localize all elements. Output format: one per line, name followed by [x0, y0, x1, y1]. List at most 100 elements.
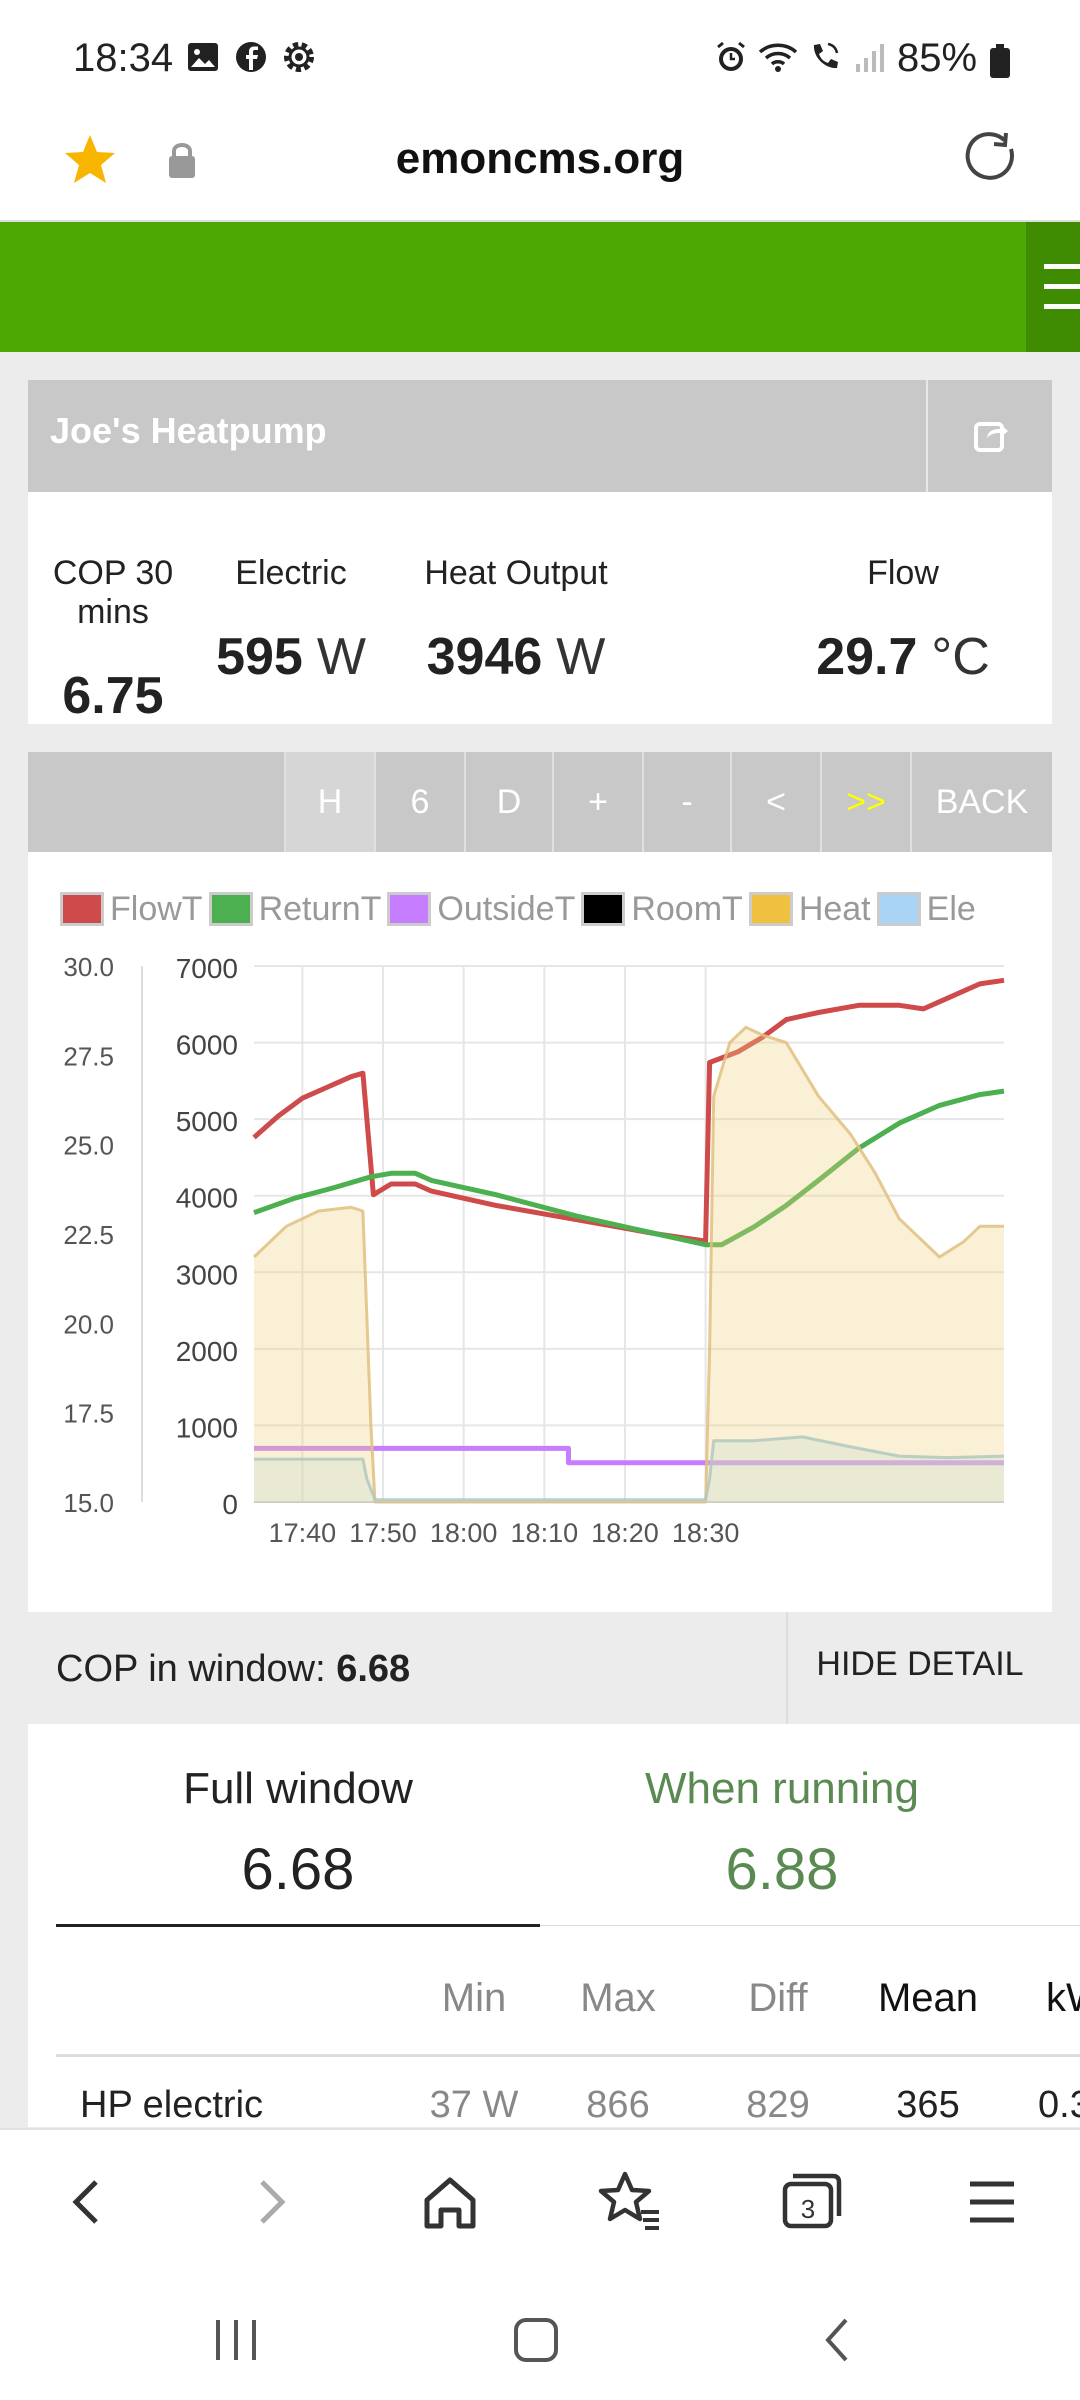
x-tick-label: 17:50 [349, 1518, 417, 1548]
legend-item-roomt[interactable]: RoomT [581, 890, 743, 929]
table-header-divider [56, 2054, 1080, 2057]
home-icon[interactable] [405, 2160, 495, 2244]
url-text[interactable]: emoncms.org [395, 134, 685, 183]
system-status-icons [714, 40, 886, 74]
tab-when-running[interactable]: When running [645, 1764, 919, 1813]
alarm-icon [717, 41, 745, 71]
bookmarks-icon[interactable] [585, 2160, 675, 2244]
zoom-out-button[interactable]: - [642, 752, 730, 852]
status-bar: 18:34 85% [0, 0, 1080, 110]
y-right-tick-label: 1000 [176, 1412, 238, 1443]
legend-swatch [748, 892, 793, 926]
share-icon [974, 422, 1008, 452]
clock: 18:34 [73, 36, 174, 80]
legend-label: Ele [926, 890, 976, 928]
heatpump-chart[interactable]: 7000 6000 5000 4000 3000 2000 1000 0 30.0 27.5 25.… [28, 852, 1052, 1612]
day-button[interactable]: D [464, 752, 552, 852]
page-content: Joe's Heatpump COP 30 mins 6.75 Electric… [0, 352, 1080, 2127]
system-back-icon[interactable] [808, 2312, 868, 2368]
stat-heat-label: Heat Output [424, 554, 608, 592]
browser-bottom-nav: 3 [0, 2128, 1080, 2272]
six-hours-button[interactable]: 6 [374, 752, 464, 852]
summary-stats: COP 30 mins 6.75 Electric 595 W Heat Outp… [28, 492, 1052, 726]
legend-label: OutsideT [437, 890, 576, 928]
legend-item-ele[interactable]: Ele [876, 890, 976, 929]
legend-item-returnt[interactable]: ReturnT [208, 890, 382, 929]
y-left-tick-label: 17.5 [63, 1399, 114, 1429]
y-left-tick-label: 25.0 [63, 1131, 114, 1161]
legend-label: ReturnT [258, 890, 382, 928]
y-right-tick-label: 2000 [176, 1336, 238, 1367]
app-title: Joe's Heatpump [50, 410, 327, 451]
legend-swatch [60, 892, 104, 926]
y-right-tick-label: 6000 [176, 1030, 238, 1061]
svg-text:3: 3 [801, 2194, 815, 2224]
home-button-icon[interactable] [508, 2312, 568, 2368]
when-running-cop: 6.88 [725, 1837, 839, 1902]
series-area-ele [254, 1436, 1004, 1502]
stat-flow: Flow 29.7 °C [808, 554, 998, 687]
hide-detail-button[interactable]: HIDE DETAIL [786, 1612, 1052, 1724]
recent-apps-icon[interactable] [206, 2312, 266, 2368]
legend-item-outsidet[interactable]: OutsideT [387, 890, 575, 929]
stat-electric-label: Electric [235, 554, 347, 592]
y-left-tick-label: 30.0 [63, 952, 114, 982]
signal-icon [856, 44, 884, 72]
y-right-tick-label: 5000 [176, 1106, 238, 1137]
cop-window-row: COP in window: 6.68 HIDE DETAIL [28, 1612, 1052, 1724]
back-button[interactable]: BACK [910, 752, 1052, 852]
series-line-ele [254, 1435, 1005, 1502]
share-button[interactable] [926, 380, 1052, 492]
back-arrow-icon[interactable] [42, 2160, 132, 2244]
stat-cop-label: COP 30 mins [52, 554, 174, 631]
pan-left-button[interactable]: < [730, 752, 820, 852]
battery-icon [990, 44, 1010, 78]
cop-window-value: 6.68 [336, 1648, 411, 1690]
row-hp-electric-kw: 0.3 [1038, 2084, 1080, 2126]
col-min-header: Min [441, 1976, 507, 2020]
detail-panel: Full window 6.68 When running 6.88 Min M… [28, 1724, 1080, 2127]
chart-legend: FlowT ReturnT OutsideT RoomT Heat Ele [60, 890, 1050, 930]
reload-icon[interactable] [960, 128, 1018, 186]
stat-cop: COP 30 mins 6.75 [28, 554, 198, 726]
legend-label: RoomT [631, 890, 743, 928]
legend-label: Heat [798, 890, 871, 928]
wifi-icon [758, 43, 798, 72]
notification-icons [186, 40, 316, 74]
tab-divider [540, 1925, 1080, 1926]
settings-gear-icon [284, 42, 314, 72]
legend-item-flowt[interactable]: FlowT [60, 890, 203, 929]
stat-electric: Electric 595 W [206, 554, 376, 687]
menu-icon[interactable] [946, 2160, 1036, 2244]
stat-cop-value: 6.75 [62, 667, 164, 725]
hamburger-menu-icon[interactable] [1026, 222, 1080, 352]
y-left-tick-label: 15.0 [63, 1488, 114, 1518]
lock-icon[interactable] [166, 140, 198, 180]
bookmark-star-icon[interactable] [62, 132, 118, 188]
tab-full-window[interactable]: Full window [183, 1764, 413, 1813]
time-window-toolbar: H 6 D + - < >> BACK [28, 752, 1052, 852]
stat-heat-value: 3946 W [426, 628, 606, 686]
row-hp-electric-mean: 365 [896, 2084, 960, 2126]
stat-electric-value: 595 W [216, 628, 366, 686]
tabs-icon[interactable]: 3 [765, 2160, 855, 2244]
legend-swatch [581, 892, 626, 926]
y-left-tick-label: 22.5 [63, 1220, 114, 1250]
y-right-tick-label: 0 [222, 1489, 238, 1520]
facebook-icon [236, 42, 266, 72]
legend-swatch [208, 892, 253, 926]
y-right-tick-label: 3000 [176, 1259, 238, 1290]
row-hp-electric-name: HP electric [80, 2084, 264, 2126]
legend-item-heat[interactable]: Heat [748, 890, 871, 929]
hour-button[interactable]: H [284, 752, 374, 852]
y-left-tick-label: 27.5 [63, 1041, 114, 1071]
x-tick-label: 18:30 [672, 1518, 740, 1548]
zoom-in-button[interactable]: + [552, 752, 642, 852]
col-mean-header: Mean [877, 1976, 979, 2020]
stat-heat-output: Heat Output 3946 W [386, 554, 646, 687]
forward-arrow-icon[interactable] [226, 2160, 316, 2244]
full-window-cop: 6.68 [241, 1837, 355, 1902]
series-line-returnt [253, 1088, 1005, 1248]
url-bar: emoncms.org [0, 110, 1080, 222]
pan-right-button[interactable]: >> [820, 752, 910, 852]
